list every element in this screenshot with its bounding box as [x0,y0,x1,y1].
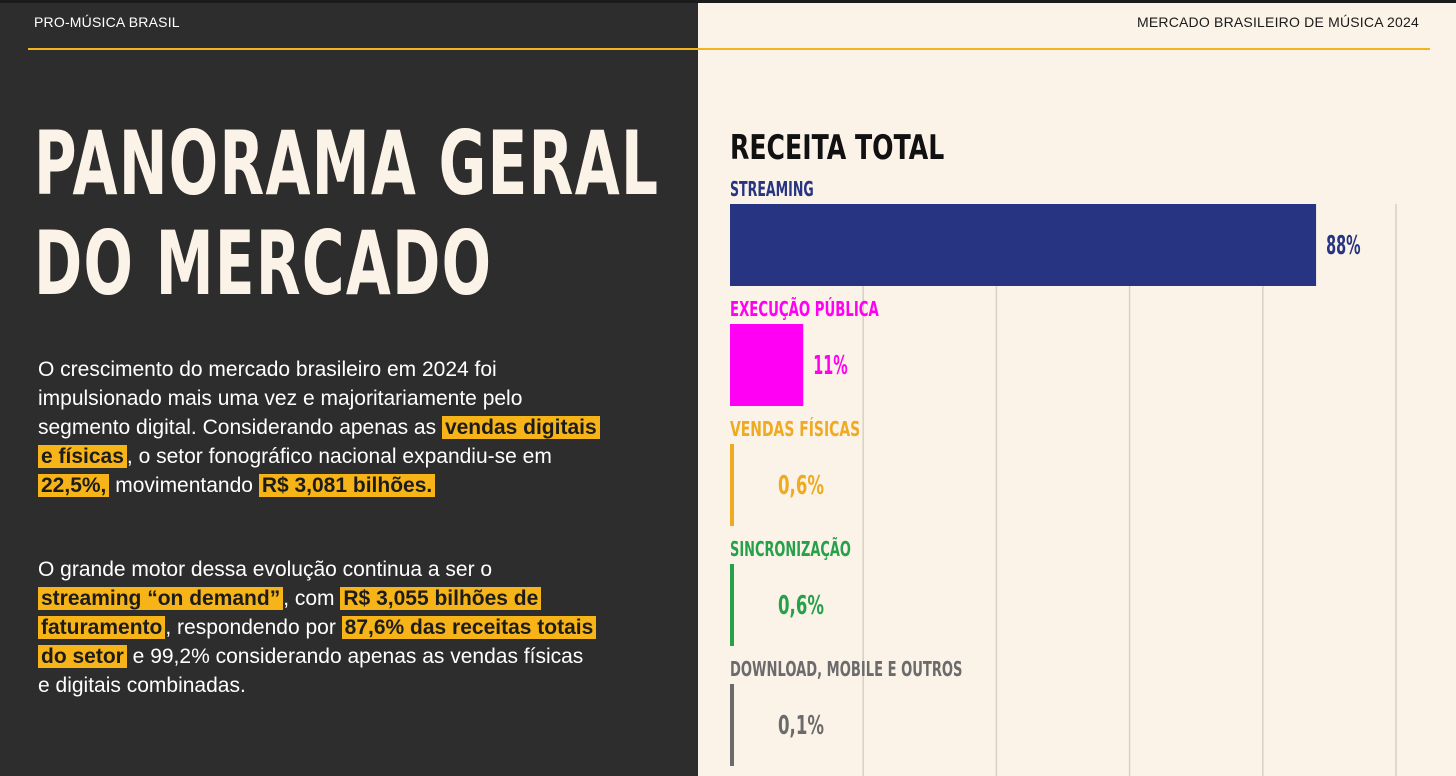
revenue-bar-chart: STREAMING 88% EXECUÇÃO PÚBLICA 11% VENDAS FÍ… [730,177,1397,776]
chart-title: RECEITA TOTAL [730,128,945,168]
value-label: 0,6% [778,591,824,621]
highlighted-text: streaming “on demand” [38,587,284,610]
bar [730,564,734,646]
value-label: 0,6% [778,471,824,501]
value-label: 88% [1326,231,1361,261]
value-label: 11% [813,351,848,381]
category-label: VENDAS FÍSICAS [730,417,860,441]
body-text-segment: O crescimento do mercado brasileiro em 2… [38,358,523,439]
body-text-segment: , respondendo por [165,616,342,639]
bar [730,324,804,406]
body-text-segment: e 99,2% considerando apenas as vendas fí… [38,645,584,697]
highlighted-text: 22,5%, [38,474,110,497]
body-text-segment: movimentando [109,474,259,497]
header-rule [28,48,1430,50]
report-title: MERCADO BRASILEIRO DE MÚSICA 2024 [1136,14,1419,30]
page-title-line2: DO MERCADO [34,212,493,315]
bar [730,204,1317,286]
streaming-paragraph: O grande motor dessa evolução continua a… [38,555,598,700]
brand-name: PRO-MÚSICA BRASIL [34,14,180,30]
category-label: DOWNLOAD, MOBILE E OUTROS [730,657,963,681]
category-label: SINCRONIZAÇÃO [730,537,851,561]
bar [730,684,734,766]
category-label: STREAMING [730,177,814,201]
category-label: EXECUÇÃO PÚBLICA [730,297,879,321]
highlighted-text: R$ 3,081 bilhões. [258,474,436,497]
body-text-segment: , com [283,587,341,610]
right-panel [698,3,1456,776]
bar [730,444,734,526]
body-text-segment: , o setor fonográfico nacional expandiu-… [126,445,552,468]
intro-paragraph: O crescimento do mercado brasileiro em 2… [38,355,600,500]
page-title-line1: PANORAMA GERAL [34,112,660,215]
value-label: 0,1% [778,711,824,741]
body-text-segment: O grande motor dessa evolução continua a… [38,558,493,581]
top-border [0,0,1456,3]
page-title: PANORAMA GERAL DO MERCADO [34,114,659,314]
